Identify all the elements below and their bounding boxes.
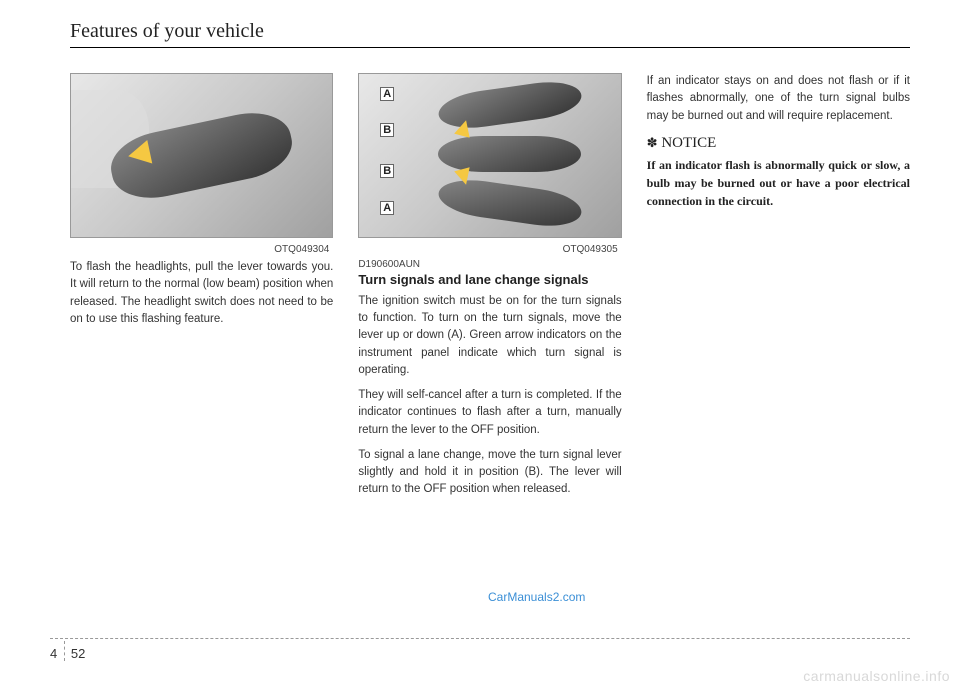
page-divider bbox=[64, 641, 65, 661]
page-title: Features of your vehicle bbox=[70, 20, 910, 43]
label-a-top: A bbox=[380, 87, 394, 101]
section-code: D190600AUN bbox=[358, 259, 621, 270]
arrow-up-yellow-icon bbox=[454, 118, 474, 138]
notice-heading: ✽ NOTICE bbox=[647, 135, 910, 152]
column-3: If an indicator stays on and does not fl… bbox=[647, 73, 910, 507]
watermark-carmanuals2: CarManuals2.com bbox=[488, 590, 585, 604]
notice-label: NOTICE bbox=[661, 135, 716, 151]
figure-turn-signals: A B B A bbox=[358, 73, 621, 238]
figure-code-2: OTQ049305 bbox=[358, 244, 621, 255]
para-lane-change: To signal a lane change, move the turn s… bbox=[358, 447, 621, 499]
subheading-turn-signals: Turn signals and lane change signals bbox=[358, 272, 621, 289]
para-self-cancel: They will self-cancel after a turn is co… bbox=[358, 387, 621, 439]
column-1: OTQ049304 To flash the headlights, pull … bbox=[70, 73, 333, 507]
content-columns: OTQ049304 To flash the headlights, pull … bbox=[70, 73, 910, 507]
notice-body: If an indicator flash is abnormally quic… bbox=[647, 156, 910, 210]
notice-symbol-icon: ✽ bbox=[647, 135, 658, 150]
para-indicator-warning: If an indicator stays on and does not fl… bbox=[647, 73, 910, 125]
label-a-bottom: A bbox=[380, 201, 394, 215]
label-b-lower: B bbox=[380, 164, 394, 178]
figure-headlight-flash bbox=[70, 73, 333, 238]
label-b-upper: B bbox=[380, 123, 394, 137]
page-header: Features of your vehicle bbox=[70, 20, 910, 48]
lever-mid-illustration bbox=[438, 136, 582, 172]
watermark-carmanualsonline: carmanualsonline.info bbox=[803, 668, 950, 684]
page-num: 52 bbox=[71, 646, 85, 661]
manual-page: Features of your vehicle OTQ049304 To fl… bbox=[0, 0, 960, 688]
para-flash-headlights: To flash the headlights, pull the lever … bbox=[70, 259, 333, 328]
para-ignition-switch: The ignition switch must be on for the t… bbox=[358, 293, 621, 379]
page-footer: 4 52 bbox=[50, 638, 910, 663]
figure-code-1: OTQ049304 bbox=[70, 244, 333, 255]
section-number: 4 bbox=[50, 646, 57, 661]
column-2: A B B A OTQ049305 D190600AUN Turn signal… bbox=[358, 73, 621, 507]
page-number: 4 52 bbox=[50, 646, 85, 661]
